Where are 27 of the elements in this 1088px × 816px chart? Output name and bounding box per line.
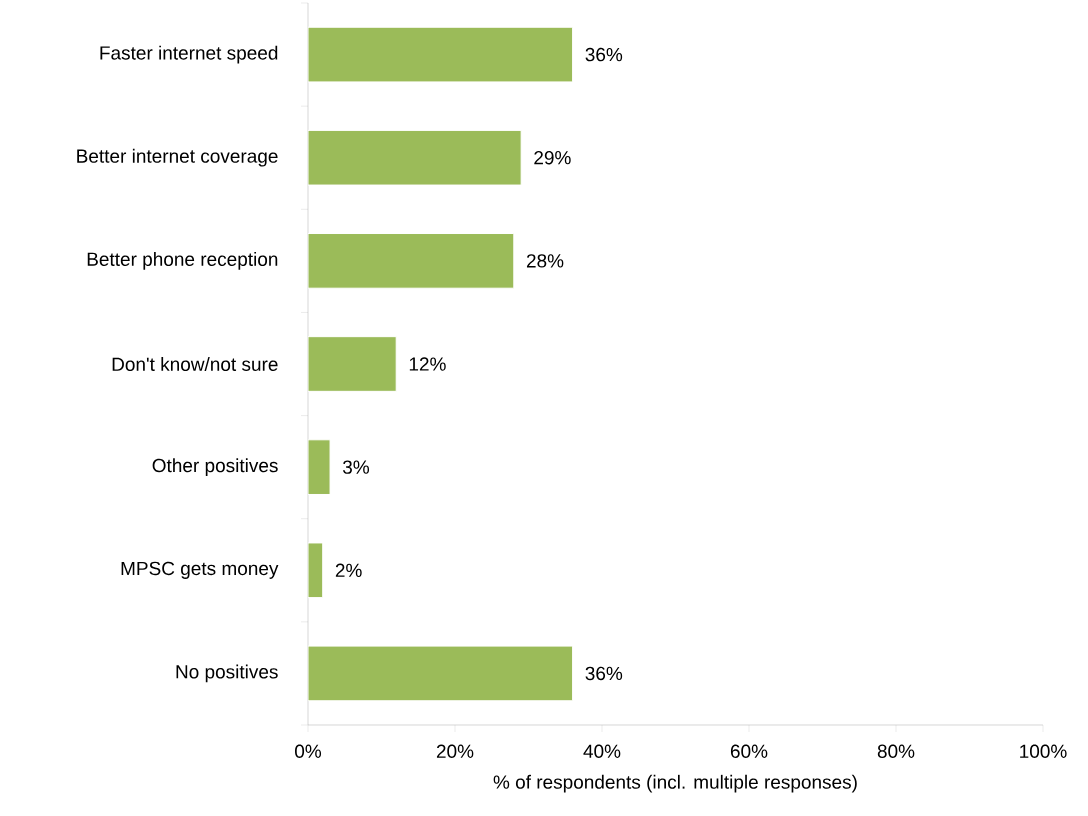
y-tick-label: Better phone reception (87, 252, 278, 270)
data-label: 3% (342, 460, 370, 474)
y-tick-label: Don't know/not sure (112, 357, 278, 371)
x-tick-label: 0% (295, 744, 322, 758)
x-axis-title: % of respondents (incl. multiple responses) (493, 774, 857, 793)
bar (308, 26, 574, 83)
x-tick-label: 80% (877, 744, 915, 758)
y-tick-label: No positives (176, 664, 278, 683)
x-tick-label: 40% (583, 744, 621, 758)
y-tick-label: Faster internet speed (100, 45, 278, 64)
data-label: 2% (335, 563, 362, 577)
bar (308, 129, 522, 186)
y-tick-label: MPSC gets money (121, 561, 279, 579)
bar (308, 645, 574, 702)
bar (308, 233, 515, 289)
data-label: 36% (585, 47, 623, 62)
x-tick-label: 100% (1020, 744, 1067, 758)
data-label: 36% (585, 666, 623, 681)
bar (308, 336, 397, 392)
y-tick-label: Better internet coverage (77, 148, 278, 167)
y-tick-label: Other positives (152, 458, 278, 476)
x-tick-label: 20% (436, 744, 474, 758)
bar (308, 439, 331, 495)
data-label: 12% (409, 357, 446, 371)
x-tick-label: 60% (730, 744, 768, 758)
data-label: 29% (534, 150, 571, 165)
data-label: 28% (526, 254, 564, 268)
